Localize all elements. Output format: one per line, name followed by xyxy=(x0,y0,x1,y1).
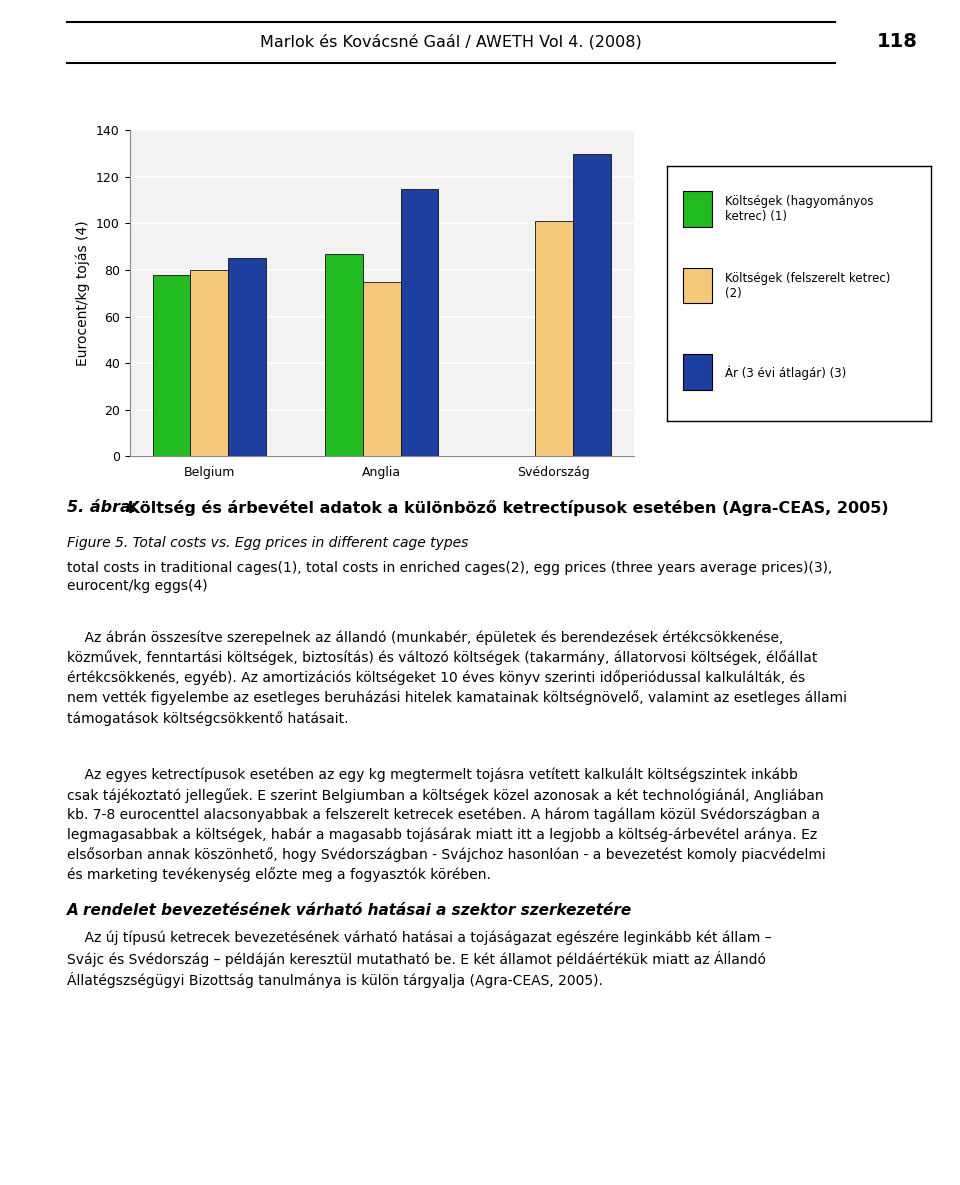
Text: total costs in traditional cages(1), total costs in enriched cages(2), egg price: total costs in traditional cages(1), tot… xyxy=(67,561,832,592)
Text: 5. ábra:: 5. ábra: xyxy=(67,500,137,515)
Bar xyxy=(324,254,363,456)
Text: Költségek (hagyományos
ketrec) (1): Költségek (hagyományos ketrec) (1) xyxy=(726,196,874,223)
Text: Az egyes ketrectípusok esetében az egy kg megtermelt tojásra vetített kalkulált : Az egyes ketrectípusok esetében az egy k… xyxy=(67,768,826,883)
Text: Költség és árbevétel adatok a különböző ketrectípusok esetében (Agra-CEAS, 2005): Költség és árbevétel adatok a különböző … xyxy=(122,500,889,517)
Text: Az új típusú ketrecek bevezetésének várható hatásai a tojáságazat egészére legin: Az új típusú ketrecek bevezetésének várh… xyxy=(67,930,772,988)
Text: A rendelet bevezetésének várható hatásai a szektor szerkezetére: A rendelet bevezetésének várható hatásai… xyxy=(67,903,633,918)
Text: 118: 118 xyxy=(877,32,918,51)
Bar xyxy=(363,282,400,456)
Bar xyxy=(400,188,439,456)
Text: Figure 5. Total costs vs. Egg prices in different cage types: Figure 5. Total costs vs. Egg prices in … xyxy=(67,536,468,550)
Bar xyxy=(153,275,190,456)
Text: Az ábrán összesítve szerepelnek az állandó (munkabér, épületek és berendezések é: Az ábrán összesítve szerepelnek az állan… xyxy=(67,630,848,725)
Bar xyxy=(535,222,573,456)
Text: Költségek (felszerelt ketrec)
(2): Költségek (felszerelt ketrec) (2) xyxy=(726,271,891,300)
Bar xyxy=(190,270,228,456)
Y-axis label: Eurocent/kg tojás (4): Eurocent/kg tojás (4) xyxy=(76,220,90,366)
Text: Ár (3 évi átlagár) (3): Ár (3 évi átlagár) (3) xyxy=(726,365,847,379)
Bar xyxy=(683,191,712,228)
Bar xyxy=(683,268,712,303)
Bar xyxy=(228,258,266,456)
Bar xyxy=(683,354,712,390)
Bar xyxy=(573,154,611,456)
Text: Marlok és Kovácsné Gaál / AWETH Vol 4. (2008): Marlok és Kovácsné Gaál / AWETH Vol 4. (… xyxy=(260,34,642,50)
